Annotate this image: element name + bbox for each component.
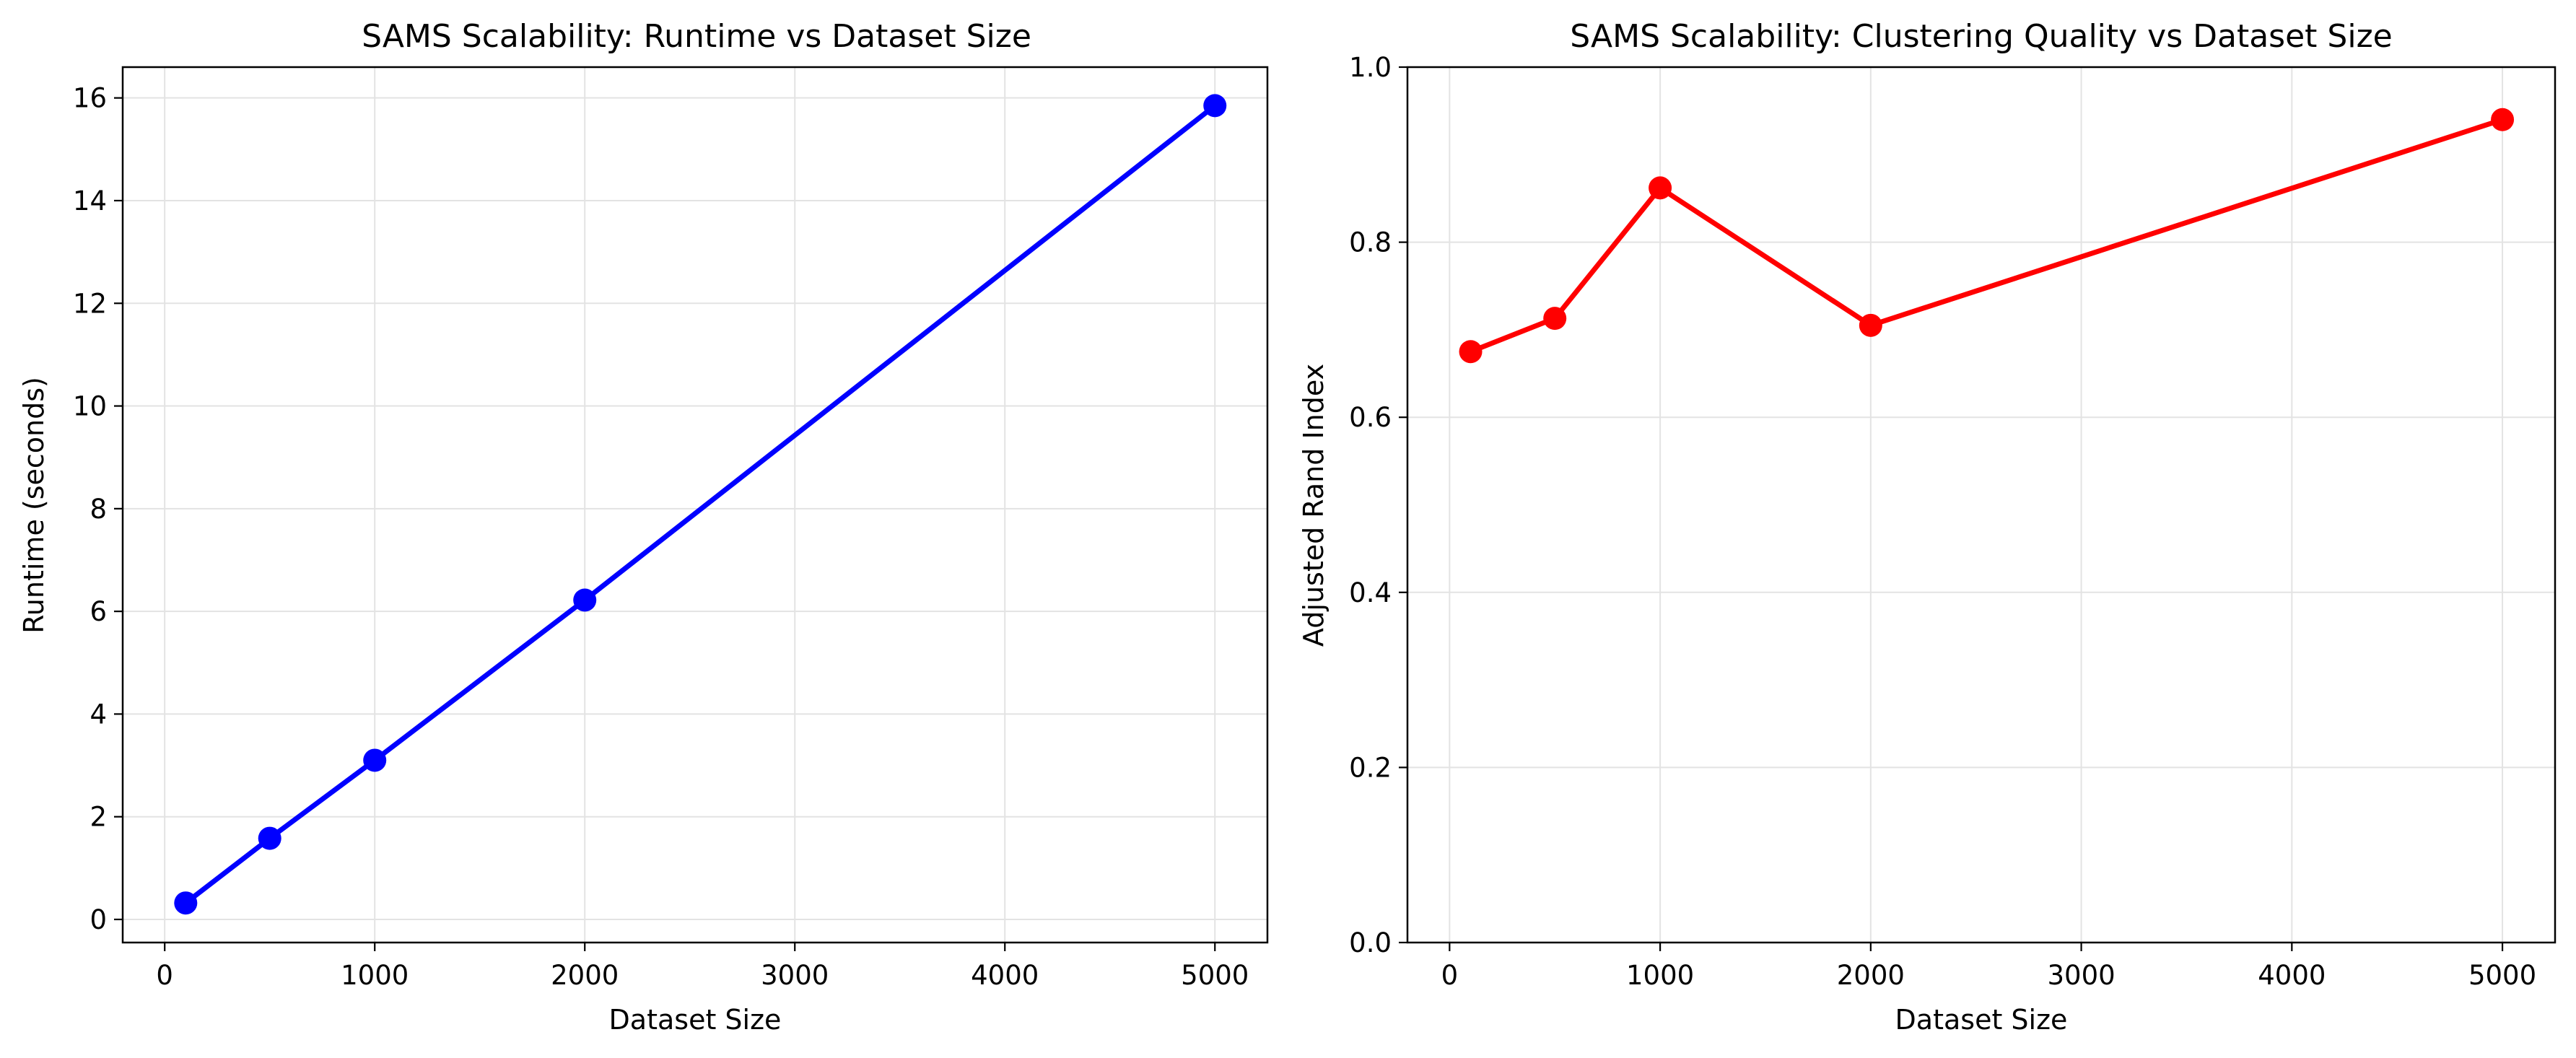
x-tick-label: 2000 [1837, 960, 1905, 991]
x-tick-label: 2000 [551, 960, 619, 991]
y-tick-label: 4 [89, 699, 107, 730]
x-axis-label: Dataset Size [1895, 1004, 2068, 1036]
y-tick-label: 8 [89, 494, 107, 525]
data-point [1203, 94, 1227, 118]
data-point [1649, 176, 1672, 200]
y-tick-label: 12 [73, 288, 107, 319]
y-tick-label: 2 [89, 802, 107, 833]
ticks: 0 1000 2000 3000 4000 5000 0 2 4 6 8 10 12 14 16 [73, 83, 1249, 991]
y-tick-label: 1.0 [1349, 52, 1392, 83]
chart-title: SAMS Scalability: Runtime vs Dataset Siz… [362, 18, 1031, 55]
data-point [573, 588, 597, 612]
ticks: 0 1000 2000 3000 4000 5000 0.0 0.2 0.4 0.6 0.8 1.0 [1349, 52, 2536, 991]
data-point [258, 826, 281, 850]
x-axis-label: Dataset Size [609, 1004, 782, 1036]
y-tick-label: 0.8 [1349, 227, 1392, 258]
data-point [1859, 313, 1882, 337]
x-tick-label: 5000 [2468, 960, 2536, 991]
series-layer [1459, 108, 2515, 364]
x-tick-label: 1000 [341, 960, 409, 991]
y-axis-label: Runtime (seconds) [18, 377, 50, 634]
x-tick-label: 4000 [971, 960, 1039, 991]
data-point [174, 891, 198, 915]
x-tick-label: 0 [1441, 960, 1459, 991]
grid [123, 67, 1267, 943]
x-tick-label: 3000 [761, 960, 829, 991]
plot-frame [121, 66, 1269, 944]
y-axis-label: Adjusted Rand Index [1298, 364, 1330, 647]
y-tick-label: 16 [73, 83, 107, 114]
x-tick-label: 5000 [1181, 960, 1249, 991]
data-point [1543, 307, 1567, 331]
series-layer [174, 94, 1227, 915]
x-tick-label: 4000 [2258, 960, 2326, 991]
y-tick-label: 0.0 [1349, 927, 1392, 958]
y-tick-label: 10 [73, 391, 107, 422]
chart-title: SAMS Scalability: Clustering Quality vs … [1570, 18, 2392, 55]
clustering-quality-chart: SAMS Scalability: Clustering Quality vs … [1298, 18, 2557, 1036]
data-point [1459, 340, 1483, 364]
y-tick-label: 14 [73, 185, 107, 217]
y-tick-label: 0 [89, 904, 107, 935]
x-tick-label: 1000 [1626, 960, 1694, 991]
runtime-chart: SAMS Scalability: Runtime vs Dataset Siz… [18, 18, 1269, 1036]
y-tick-label: 0.6 [1349, 402, 1392, 433]
y-tick-label: 0.4 [1349, 577, 1392, 608]
y-tick-label: 0.2 [1349, 752, 1392, 783]
x-tick-label: 3000 [2047, 960, 2115, 991]
data-point [2491, 108, 2515, 131]
data-point [363, 748, 387, 772]
x-tick-label: 0 [156, 960, 173, 991]
plot-frame [1406, 66, 2557, 944]
y-tick-label: 6 [89, 596, 107, 627]
